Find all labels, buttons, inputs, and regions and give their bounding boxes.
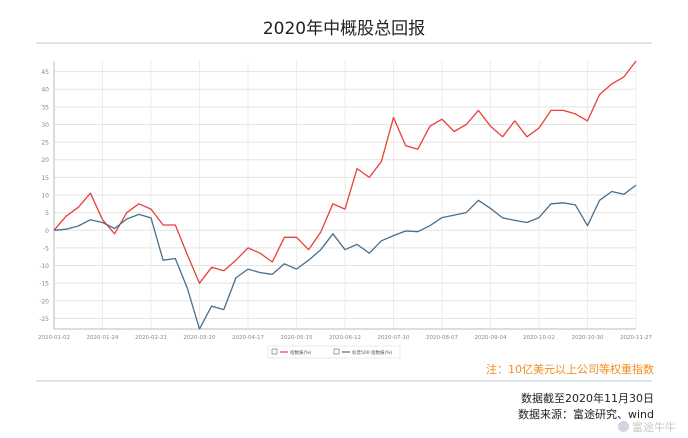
x-tick-label: 2020-09-04: [475, 335, 507, 341]
x-tick-label: 2020-01-02: [38, 335, 70, 341]
x-tick-label: 2020-06-12: [329, 335, 361, 341]
title-divider: [36, 42, 652, 44]
y-tick-label: 0: [45, 228, 49, 235]
x-tick-label: 2020-10-30: [572, 335, 604, 341]
series-line-2: [53, 184, 637, 330]
x-tick-label: 2020-03-20: [184, 335, 216, 341]
y-tick-label: -5: [43, 245, 49, 252]
legend-checkbox-icon: [333, 348, 340, 355]
x-tick-label: 2020-08-07: [426, 335, 458, 341]
index-note: 注：10亿美元以上公司等权重指数: [486, 363, 654, 376]
watermark-text: 富途牛牛: [632, 421, 676, 434]
y-tick-label: 40: [41, 87, 49, 94]
y-tick-label: 10: [41, 193, 49, 200]
y-tick-label: -25: [39, 316, 49, 323]
y-tick-label: 45: [41, 69, 49, 76]
chart-title: 2020年中概股总回报: [262, 19, 426, 39]
y-tick-label: 35: [41, 104, 49, 111]
legend-label: 标普500 指数报(%): [352, 349, 393, 356]
data-date: 数据截至2020年11月30日: [521, 392, 654, 405]
legend-label: 指数报(%): [290, 349, 312, 356]
x-tick-label: 2020-10-02: [523, 335, 555, 341]
y-tick-label: 15: [41, 175, 49, 182]
x-tick-label: 2020-04-17: [232, 335, 264, 341]
x-tick-label: 2020-01-24: [87, 335, 119, 341]
y-tick-label: 25: [41, 140, 49, 147]
y-tick-label: 30: [41, 122, 49, 129]
x-tick-label: 2020-02-21: [135, 335, 167, 341]
watermark: 富途牛牛: [618, 419, 676, 435]
series-line-1: [53, 60, 637, 284]
x-tick-label: 2020-11-27: [620, 335, 652, 341]
x-tick-label: 2020-05-15: [281, 335, 313, 341]
futu-logo-icon: [618, 421, 629, 432]
legend-checkbox-icon: [271, 348, 278, 355]
grid-layer: [53, 61, 637, 329]
y-tick-label: -15: [39, 281, 49, 288]
y-tick-label: -10: [39, 263, 49, 270]
data-source: 数据来源：富途研究、wind: [517, 408, 654, 421]
footer-divider: [36, 380, 652, 382]
y-tick-label: -20: [39, 298, 49, 305]
x-tick-label: 2020-07-10: [378, 335, 410, 341]
legend: 指数报(%) 标普500 指数报(%): [267, 345, 401, 359]
y-tick-label: 20: [41, 157, 49, 164]
series-layer: [53, 60, 637, 330]
axis-layer: -25 -20 -15 -10 -5 0 5 10 15 20 25 30 35 40 45 2020-01-…: [38, 61, 652, 341]
y-tick-label: 5: [45, 210, 49, 217]
